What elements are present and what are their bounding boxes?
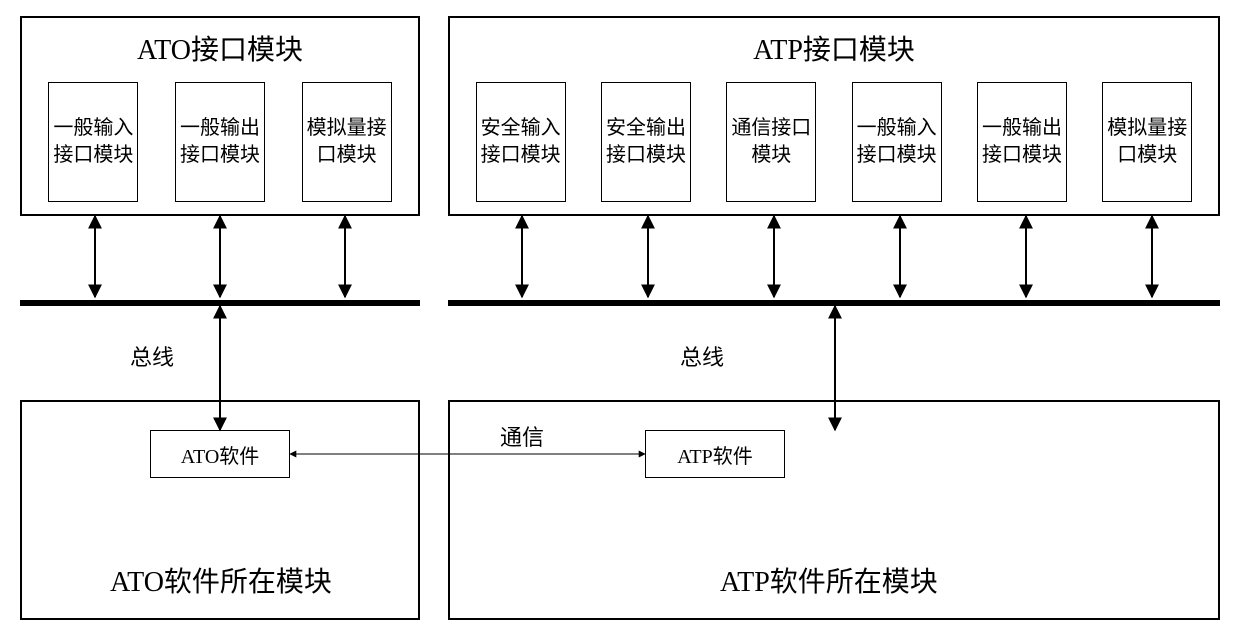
atp-interface-title: ATP接口模块 [450,18,1218,68]
atp-sub-analog: 模拟量接口模块 [1102,82,1192,202]
atp-sub-general-out: 一般输出接口模块 [977,82,1067,202]
ato-sub-general-in: 一般输入接口模块 [48,82,138,202]
bus-left-label: 总线 [130,340,174,372]
atp-interface-module: ATP接口模块 安全输入接口模块 安全输出接口模块 通信接口模块 一般输入接口模… [448,16,1220,216]
ato-interface-module: ATO接口模块 一般输入接口模块 一般输出接口模块 模拟量接口模块 [20,16,420,216]
atp-software-label: ATP软件 [677,440,753,469]
ato-sub-boxes: 一般输入接口模块 一般输出接口模块 模拟量接口模块 [22,68,418,212]
ato-interface-title: ATO接口模块 [22,18,418,68]
ato-sub-general-out: 一般输出接口模块 [175,82,265,202]
atp-sub-safety-in: 安全输入接口模块 [476,82,566,202]
bus-right-line [448,300,1220,306]
atp-sub-boxes: 安全输入接口模块 安全输出接口模块 通信接口模块 一般输入接口模块 一般输出接口… [450,68,1218,212]
diagram-root: ATO接口模块 一般输入接口模块 一般输出接口模块 模拟量接口模块 ATP接口模… [0,0,1240,644]
ato-sub-analog: 模拟量接口模块 [302,82,392,202]
comm-label: 通信 [500,420,544,452]
atp-sub-comm: 通信接口模块 [726,82,816,202]
ato-software-box: ATO软件 [150,430,290,478]
bus-right-label: 总线 [680,340,724,372]
ato-software-label: ATO软件 [181,440,260,469]
atp-software-box: ATP软件 [645,430,785,478]
ato-software-module-title: ATO软件所在模块 [110,560,332,600]
atp-software-module-title: ATP软件所在模块 [720,560,938,600]
bus-left-line [20,300,420,306]
atp-sub-general-in: 一般输入接口模块 [852,82,942,202]
atp-sub-safety-out: 安全输出接口模块 [601,82,691,202]
